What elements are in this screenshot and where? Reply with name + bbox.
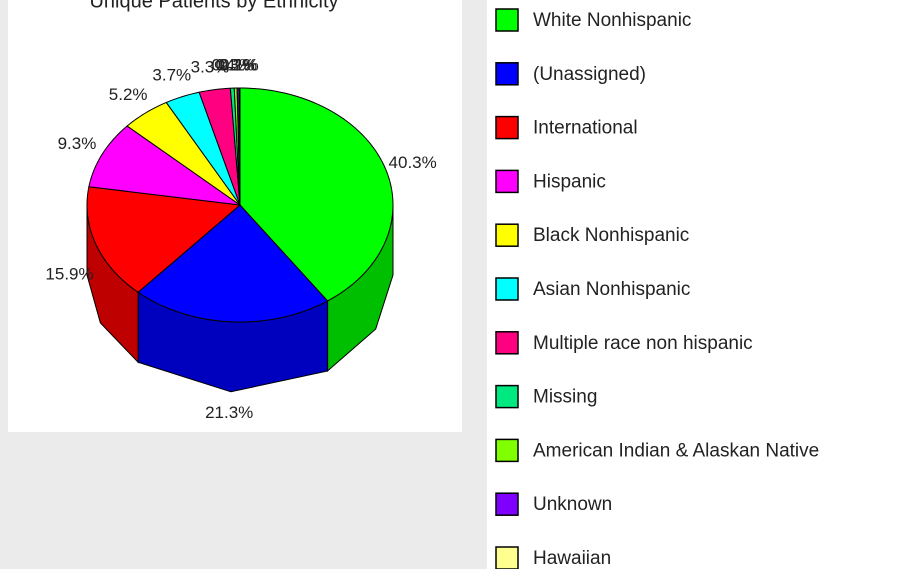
legend-label: Asian Nonhispanic bbox=[533, 279, 690, 300]
legend-label: Multiple race non hispanic bbox=[533, 333, 753, 354]
chart-title: Unique Patients by Ethnicity bbox=[89, 0, 338, 12]
data-label: 0.4% bbox=[212, 56, 251, 75]
legend-label: (Unassigned) bbox=[533, 64, 646, 85]
pie-slice bbox=[239, 87, 394, 302]
legend-swatch bbox=[495, 8, 519, 32]
legend-label: International bbox=[533, 118, 638, 139]
pie-slice bbox=[86, 186, 242, 293]
pie-slice bbox=[238, 87, 241, 206]
legend-swatch bbox=[495, 492, 519, 516]
legend: White Nonhispanic (Unassigned) Internation… bbox=[495, 8, 819, 569]
legend-swatch bbox=[495, 546, 519, 569]
legend-label: White Nonhispanic bbox=[533, 10, 691, 31]
legend-swatch bbox=[495, 115, 519, 140]
data-label: 0.2% bbox=[218, 55, 257, 74]
legend-swatch bbox=[495, 62, 519, 86]
legend-panel bbox=[487, 0, 907, 569]
data-label: 3.3% bbox=[191, 57, 230, 76]
data-label: 15.9% bbox=[45, 265, 93, 284]
pie: 40.3% 21.3% 15.9% 9.3% 5.2%3.7% 3.3%0.4%0.3%0… bbox=[45, 55, 436, 422]
legend-label: Hispanic bbox=[533, 171, 606, 192]
data-label: 0.3% bbox=[216, 56, 255, 75]
legend-swatch bbox=[495, 438, 519, 463]
pie-slice bbox=[165, 91, 241, 206]
legend-swatch bbox=[495, 384, 519, 409]
data-label: 0.1% bbox=[220, 55, 259, 74]
legend-label: American Indian & Alaskan Native bbox=[533, 440, 819, 461]
legend-swatch bbox=[495, 331, 519, 355]
legend-label: Unknown bbox=[533, 494, 612, 515]
legend-label: Hawaiian bbox=[533, 548, 611, 569]
pie-slice bbox=[198, 87, 241, 206]
data-label: 21.3% bbox=[205, 403, 253, 422]
data-label: 5.2% bbox=[109, 85, 148, 104]
legend-swatch bbox=[495, 223, 519, 247]
data-label: 40.3% bbox=[389, 153, 437, 172]
pie-slice bbox=[88, 125, 241, 206]
legend-swatch bbox=[495, 169, 519, 194]
data-label: 9.3% bbox=[58, 134, 97, 153]
legend-label: Black Nonhispanic bbox=[533, 225, 689, 246]
data-label: 3.7% bbox=[152, 66, 191, 85]
legend-swatch bbox=[495, 277, 519, 301]
legend-label: Missing bbox=[533, 387, 597, 408]
pie-slice bbox=[137, 204, 329, 323]
pie-slice bbox=[126, 101, 241, 206]
